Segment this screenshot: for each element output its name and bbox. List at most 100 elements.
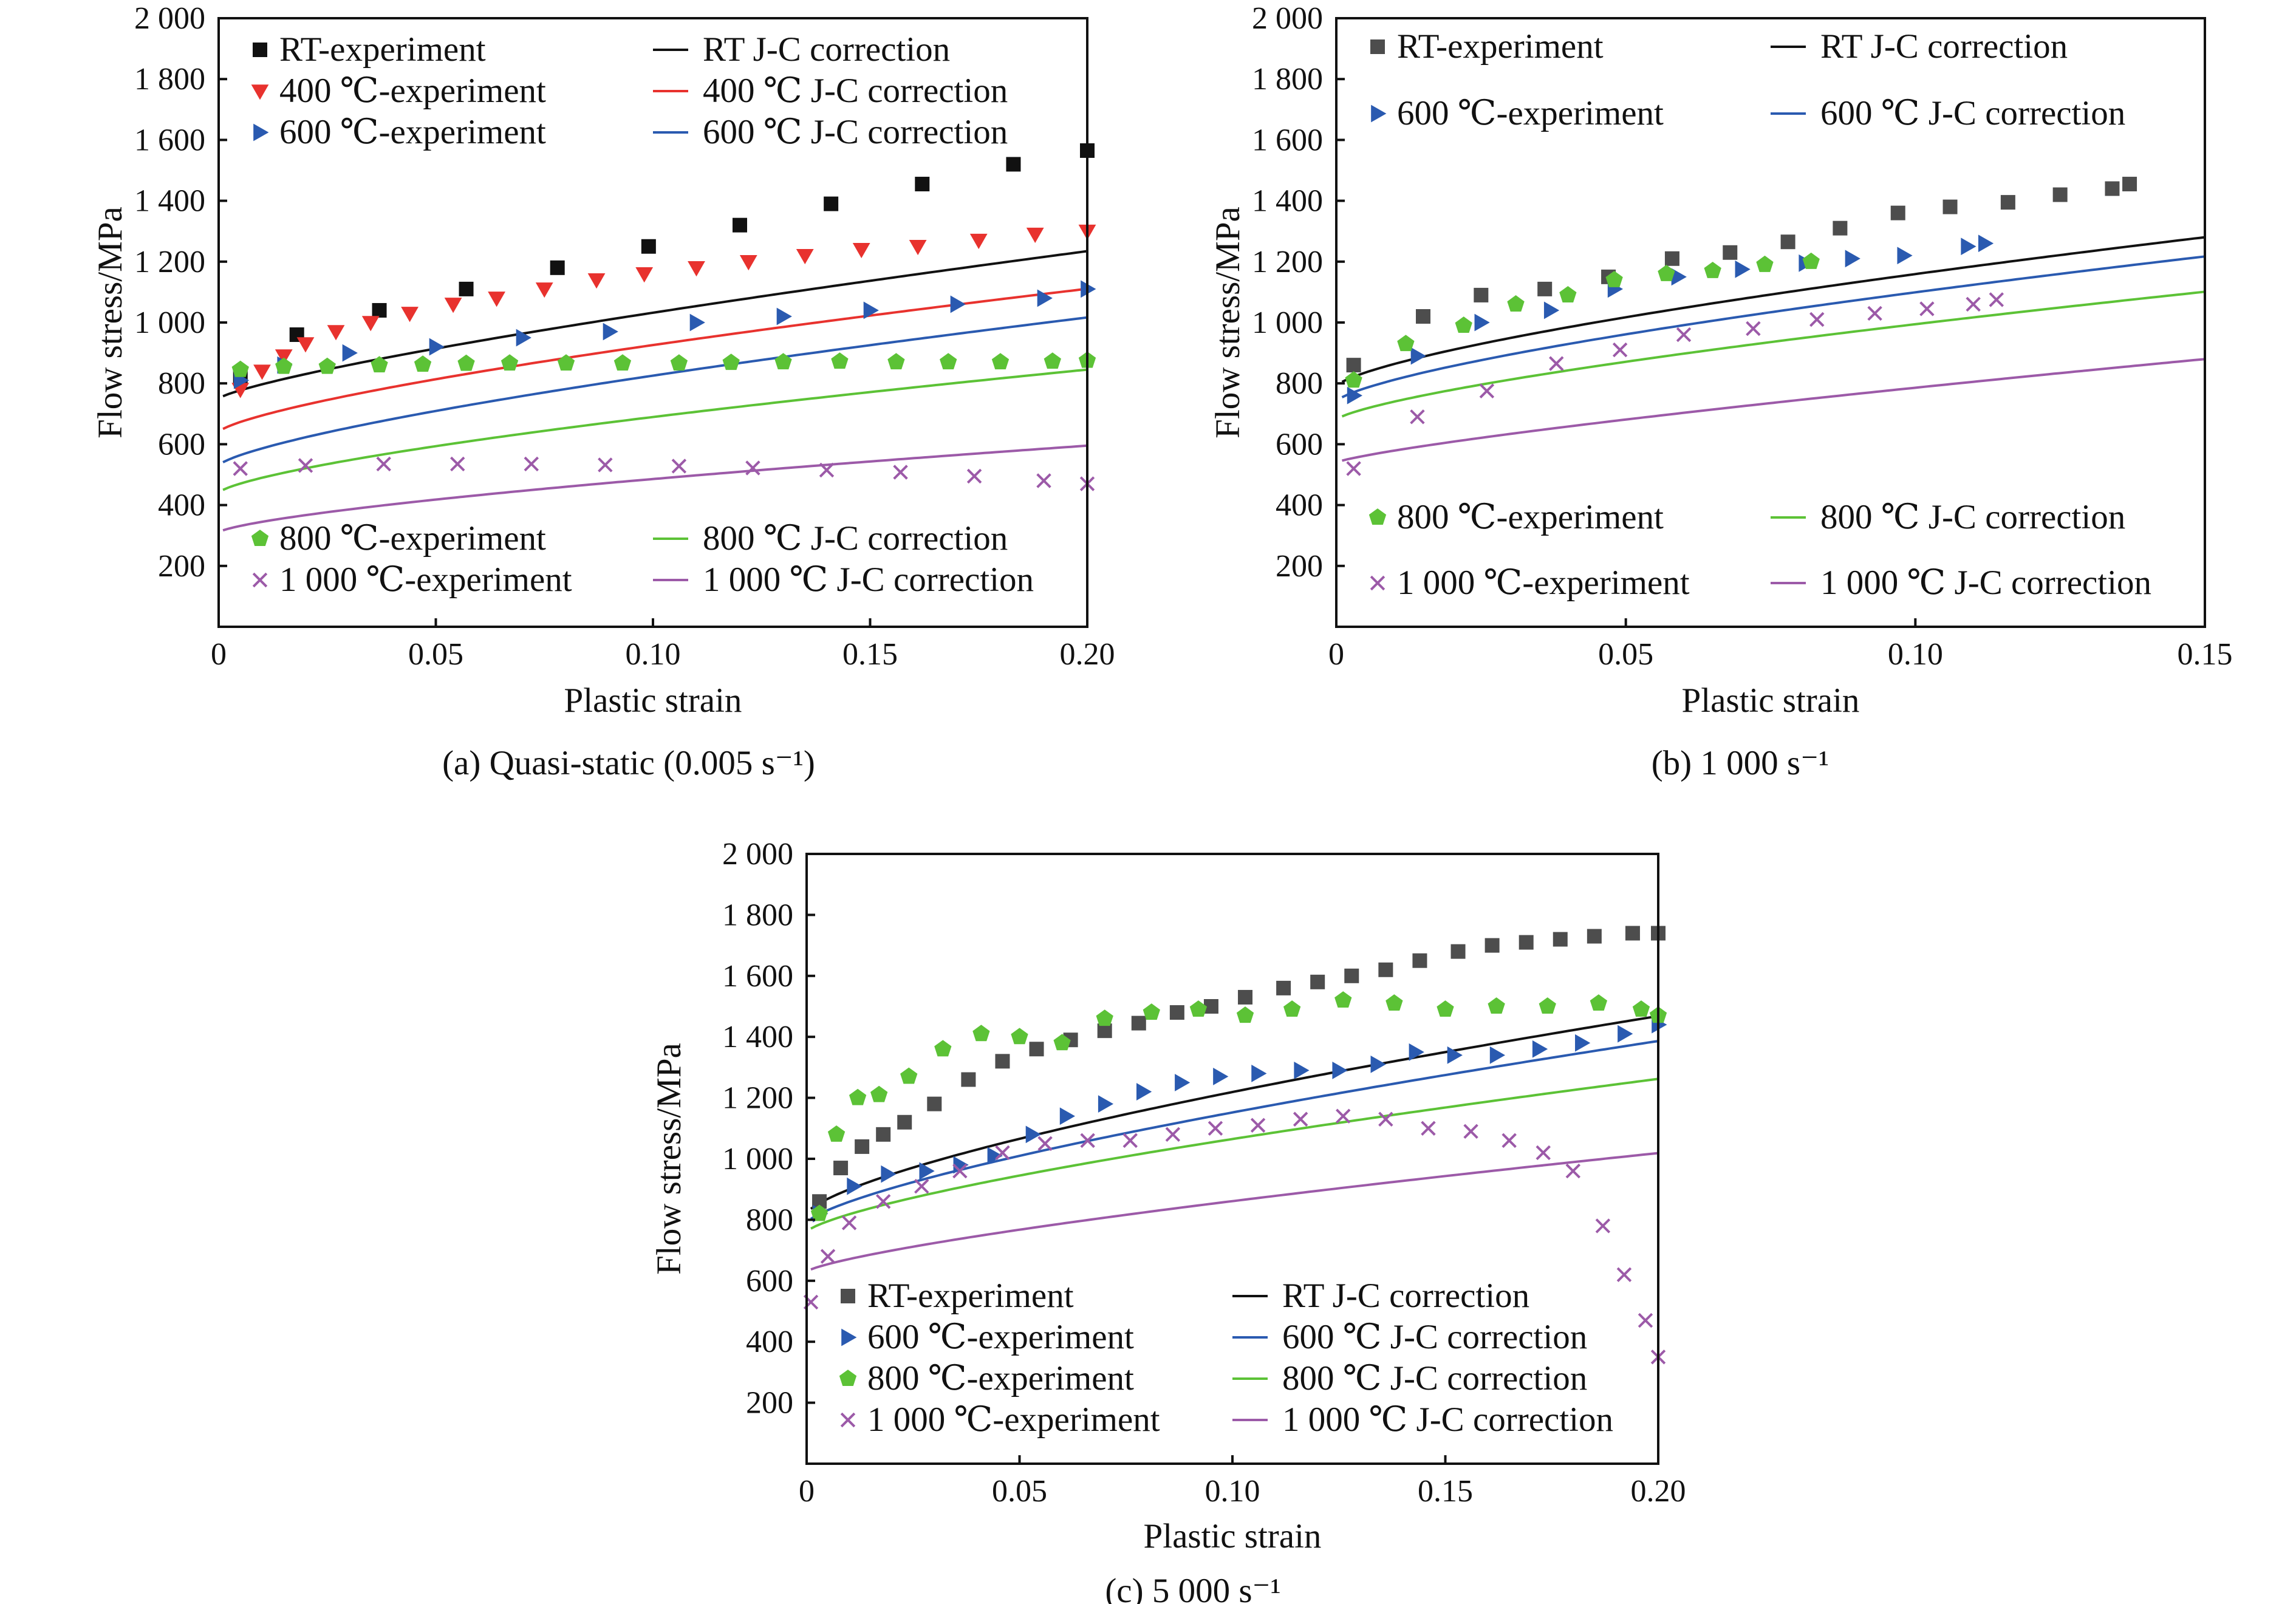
data-point [1543,301,1560,319]
legend-label: RT J-C correction [1282,1277,1529,1315]
data-point [1097,1023,1112,1039]
data-point [450,456,465,472]
data-point [231,360,249,377]
data-point [1539,997,1556,1014]
data-point [1293,1111,1308,1127]
data-point [1809,312,1825,327]
series-line [1341,255,2205,398]
data-point [1208,1121,1223,1136]
data-point [1370,1055,1386,1073]
data-point [1664,251,1679,266]
data-point [1409,1043,1424,1061]
data-point [1143,1003,1160,1020]
y-tick-label: 1 200 [134,245,205,279]
data-point [1942,199,1958,214]
data-point [327,325,345,341]
data-point [1575,1034,1591,1052]
data-point [1989,292,2004,307]
x-tick-label: 0.15 [842,637,898,672]
data-point [1489,1046,1506,1064]
y-tick-label: 1 600 [1252,123,1323,157]
data-point [298,458,313,473]
data-point [457,354,475,371]
data-point [1250,1118,1266,1133]
data-point [1053,1034,1071,1051]
data-point [2122,177,2137,192]
data-point [900,1067,918,1084]
data-point [587,273,606,289]
data-point [1966,296,1981,312]
data-point [810,1204,829,1221]
data-point [557,354,575,371]
y-tick-label: 1 000 [1252,305,1323,340]
legend-marker [1370,575,1385,591]
legend-label: 1 000 ℃-experiment [1397,564,1690,602]
data-point [934,1040,952,1057]
data-point [414,355,432,372]
data-point [893,465,908,480]
data-point [1169,1005,1184,1020]
series-line [810,1152,1659,1271]
y-tick-label: 400 [1276,488,1323,523]
data-point [1165,1127,1181,1142]
data-point [1618,1025,1633,1043]
data-point [927,1096,942,1111]
data-point [1096,1009,1113,1026]
data-point [966,468,982,484]
legend-label: RT-experiment [279,30,486,69]
data-point [1006,157,1021,172]
legend-label: 800 ℃-experiment [867,1359,1134,1398]
data-point [1519,935,1534,950]
data-point [1410,347,1426,365]
data-point [733,217,747,233]
data-point [1455,316,1472,333]
data-point [671,459,687,474]
legend-label: 800 ℃ J-C correction [1820,498,2125,536]
data-point [1344,968,1359,983]
data-point [688,261,705,277]
data-point [1378,962,1393,977]
data-point [1833,220,1848,236]
data-point [1616,1267,1632,1282]
data-point [1410,409,1425,425]
panel-a: RT-experiment RT J-C correction 400 ℃-expe… [91,1,1115,782]
legend-label: 600 ℃ J-C correction [1282,1318,1587,1356]
legend-label: 400 ℃-experiment [279,72,546,110]
data-point [1488,997,1505,1014]
x-tick-label: 0 [799,1474,815,1509]
y-tick-label: 1 400 [1252,184,1323,219]
legend-label: 800 ℃-experiment [279,519,546,558]
data-point [1553,932,1568,947]
series-line [222,250,1088,398]
data-point [1080,1133,1095,1148]
data-point [972,1025,990,1042]
y-tick-label: 1 800 [722,898,793,932]
data-point [1336,1108,1351,1124]
y-tick-label: 1 200 [722,1081,793,1116]
data-point [1735,260,1751,278]
data-point [915,177,930,192]
data-point [1507,295,1525,312]
data-point [1345,371,1362,388]
legend-marker [253,123,269,142]
data-point [1189,1000,1208,1017]
data-point [774,353,792,370]
data-point [1346,358,1361,373]
data-point [1385,994,1403,1011]
data-point [1251,1065,1267,1082]
y-tick-label: 1 400 [722,1020,793,1054]
data-point [1447,1046,1463,1064]
data-point [1044,352,1061,369]
data-point [275,349,293,365]
series-line [1342,358,2205,462]
data-point [1961,237,1977,256]
data-point [969,233,988,250]
data-point [1559,286,1577,302]
x-tick-label: 0.10 [1205,1474,1260,1509]
data-point [855,1139,870,1154]
y-tick-label: 800 [1276,366,1323,401]
legend-label: 1 000 ℃-experiment [867,1401,1160,1439]
series-line [222,316,1088,463]
x-axis-label: Plastic strain [1144,1517,1322,1555]
legend-label: 1 000 ℃ J-C correction [1820,564,2151,602]
